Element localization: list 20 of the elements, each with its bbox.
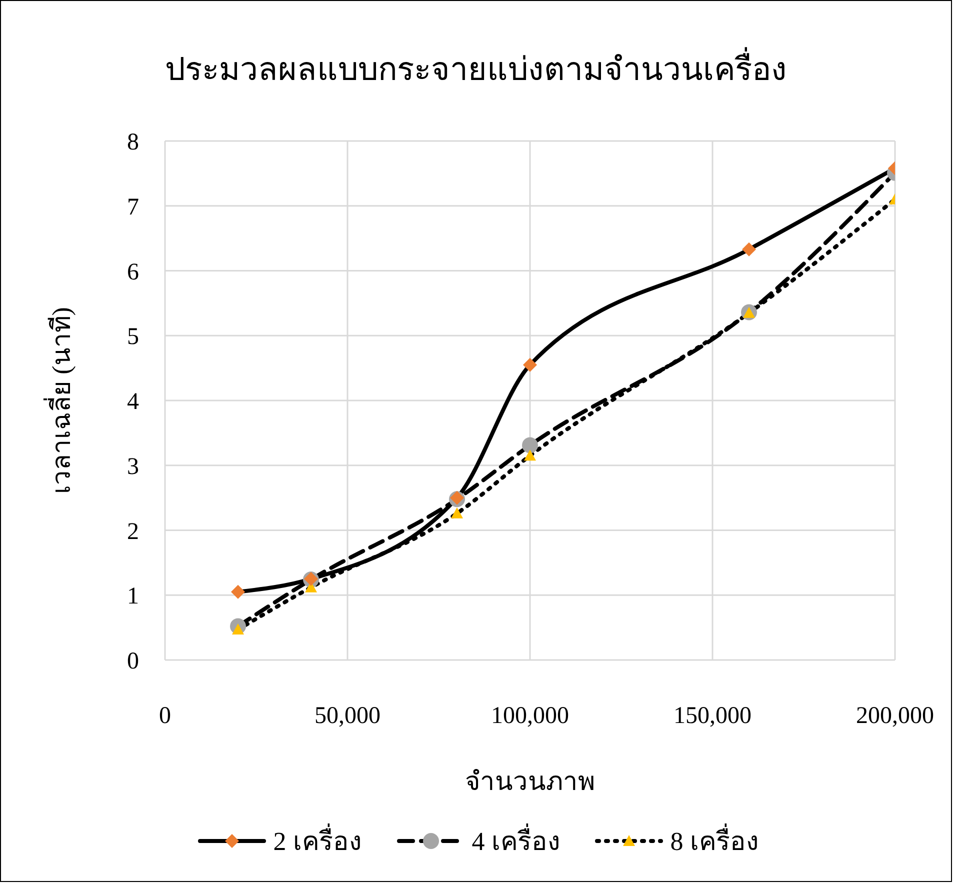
y-axis-title: เวลาเฉลี่ย (นาที)	[43, 307, 76, 494]
legend-label: 8 เครื่อง	[670, 822, 759, 858]
y-tick-label: 2	[127, 518, 139, 545]
y-tick-label: 6	[127, 259, 139, 286]
x-tick-label: 100,000	[491, 703, 569, 730]
y-tick-label: 8	[127, 130, 139, 156]
y-tick-label: 5	[127, 324, 139, 350]
x-tick-label: 50,000	[314, 703, 380, 730]
y-tick-label: 4	[127, 389, 139, 416]
x-tick-label: 200,000	[856, 703, 934, 730]
chart-title: ประมวลผลแบบกระจายแบ่งตามจำนวนเครื่อง	[164, 46, 788, 89]
x-axis-title: จำนวนภาพ	[465, 767, 595, 796]
x-tick-label: 150,000	[674, 703, 752, 730]
y-tick-label: 3	[127, 454, 139, 480]
legend-label: 4 เครื่อง	[472, 822, 560, 858]
y-tick-label: 0	[127, 648, 139, 675]
y-tick-label: 7	[127, 194, 139, 220]
legend-label: 2 เครื่อง	[273, 822, 362, 858]
y-tick-label: 1	[127, 584, 139, 610]
x-tick-label: 0	[159, 703, 171, 730]
